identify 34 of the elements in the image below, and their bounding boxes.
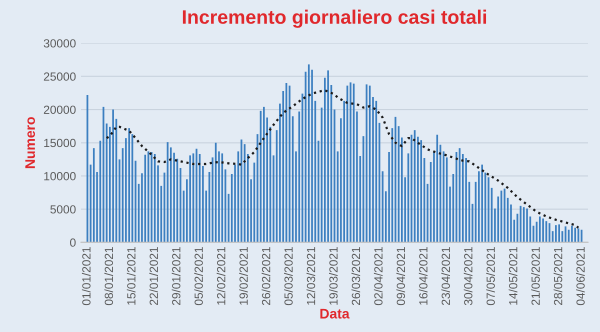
x-tick-label: 04/06/2021	[576, 247, 585, 306]
line-series	[106, 89, 580, 229]
x-tick-label: 12/02/2021	[216, 247, 226, 305]
chart-title: Incremento giornaliero casi totali	[182, 10, 486, 28]
x-tick-label: 19/03/2021	[328, 247, 338, 305]
y-tick-label: 30000	[44, 39, 76, 48]
x-tick-label: 02/04/2021	[374, 247, 383, 306]
x-tick-label: 19/02/2021	[239, 247, 248, 305]
x-tick-label: 30/04/2021	[464, 247, 472, 306]
x-tick-label: 12/03/2021	[306, 247, 316, 305]
y-tick-label: 20000	[44, 106, 76, 114]
x-tick-label: 14/05/2021	[508, 247, 518, 305]
y-tick-label: 15000	[44, 138, 76, 148]
x-tick-label: 15/01/2021	[126, 247, 136, 305]
x-tick-label: 05/02/2021	[194, 247, 203, 306]
x-axis-title: Data	[320, 308, 350, 319]
y-tick-label: 25000	[44, 72, 76, 81]
x-tick-label: 05/03/2021	[284, 247, 293, 306]
x-tick-label: 28/05/2021	[554, 247, 562, 306]
x-tick-label: 01/01/2021	[82, 247, 91, 306]
y-tick-label: 5000	[50, 205, 76, 214]
x-tick-label: 09/04/2021	[396, 247, 406, 306]
y-tick-label: 10000	[44, 172, 76, 180]
x-tick-label: 26/03/2021	[351, 247, 360, 306]
x-tick-label: 26/02/2021	[262, 247, 270, 306]
x-tick-label: 21/05/2021	[531, 247, 540, 306]
x-tick-label: 23/04/2021	[441, 247, 450, 306]
x-tick-label: 16/04/2021	[418, 247, 428, 305]
y-tick-label: 0	[70, 238, 76, 247]
x-tick-label: 29/01/2021	[172, 247, 180, 306]
x-tick-label: 07/05/2021	[486, 247, 495, 306]
x-tick-label: 22/01/2021	[149, 247, 158, 306]
x-tick-label: 08/01/2021	[104, 247, 114, 306]
y-axis-title: Numero	[25, 117, 36, 168]
